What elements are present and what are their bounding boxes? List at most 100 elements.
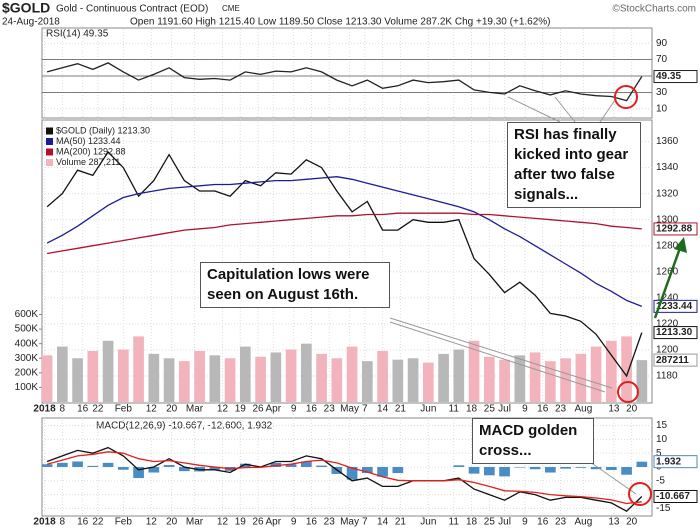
bar (102, 462, 114, 467)
bar (209, 355, 221, 402)
y-tick-label: 5 (656, 448, 662, 459)
bar (255, 356, 266, 402)
value-box (653, 455, 698, 469)
circle (628, 482, 652, 506)
callout-line (599, 99, 616, 123)
x-tick-label: 19 (235, 404, 247, 415)
x-tick-label: Aug (574, 404, 592, 415)
x-tick-label: 16 (306, 404, 318, 415)
bar (514, 355, 526, 402)
x-tick-label: 11 (449, 517, 460, 528)
value-box-label: 1.932 (656, 456, 681, 467)
bar (117, 467, 129, 470)
legend-label: MA(200) 1292.88 (56, 146, 126, 156)
bar (560, 358, 571, 402)
legend-swatch (46, 159, 53, 166)
x-tick-label: 20 (626, 404, 638, 415)
x-tick-label: May (340, 404, 359, 415)
series-line (46, 446, 643, 512)
bar (361, 467, 373, 474)
legend-label: Volume 287,211 (56, 157, 120, 167)
bar (87, 350, 99, 402)
credit: ©StockCharts.com (612, 4, 696, 15)
y-tick-label: 1280 (656, 240, 679, 251)
legend-swatch (46, 148, 53, 156)
bar (560, 467, 571, 469)
bar (133, 467, 144, 479)
bar (72, 461, 83, 467)
x-tick-label: 18 (466, 404, 478, 415)
callout-line (389, 321, 606, 393)
legend-swatch (46, 138, 53, 145)
bar (41, 464, 53, 467)
y-tick-label: 1260 (656, 266, 679, 277)
highlight-circles (614, 85, 652, 506)
y-tick-label: -15 (656, 503, 671, 514)
y-tick-label: 70 (656, 54, 668, 65)
callouts (389, 96, 637, 495)
bar (544, 467, 556, 473)
callout-line (554, 96, 576, 123)
x-tick-label: Jul (498, 517, 511, 528)
bar (133, 336, 144, 402)
x-tick-label: 9 (291, 404, 297, 415)
x-tick-label: 14 (377, 517, 389, 528)
series-line (46, 451, 642, 505)
bar (270, 352, 282, 402)
bar (438, 353, 449, 402)
bar (163, 358, 175, 402)
x-tick-label: 12 (217, 404, 229, 415)
x-tick-label: 25 (484, 517, 496, 528)
bar (194, 350, 205, 402)
bar (178, 361, 190, 402)
x-tick-label: Aug (574, 517, 592, 528)
x-tick-label: Jun (420, 404, 436, 415)
y-tick-label: 1180 (656, 371, 678, 382)
y2-tick-label: 300K (15, 353, 39, 364)
x-tick-label: Feb (115, 404, 133, 415)
bar (422, 362, 434, 402)
arrow-head (674, 237, 687, 253)
bar (87, 465, 99, 467)
bar (529, 467, 541, 470)
x-tick-label: 7 (362, 517, 368, 528)
rsi-frame (41, 27, 653, 119)
bar (224, 358, 236, 402)
value-box (653, 222, 698, 236)
x-tick-label: 18 (466, 517, 478, 528)
bar (514, 467, 526, 468)
y-tick-label: 1320 (656, 188, 679, 199)
callout-line (389, 317, 613, 389)
bar (453, 349, 465, 402)
bar (285, 349, 297, 402)
bar (285, 464, 297, 467)
x-tick-label: 11 (449, 404, 460, 415)
value-box-label: 1213.30 (656, 327, 693, 338)
bar (468, 340, 480, 402)
series-line (46, 150, 643, 378)
series-line (46, 176, 643, 308)
bar (392, 359, 404, 402)
rsi-title: RSI(14) 49.35 (46, 29, 109, 40)
bar (377, 467, 388, 477)
x-tick-label: Mar (186, 517, 204, 528)
x-tick-label: 21 (395, 517, 407, 528)
price-frame (41, 119, 653, 404)
x-tick-label: 12 (217, 517, 229, 528)
annotation: RSI has finally kicked into gear after t… (507, 122, 641, 208)
x-tick-label: 16 (537, 517, 549, 528)
value-box (653, 70, 698, 84)
x-tick-label: 13 (608, 404, 620, 415)
y-tick-label: 10 (656, 103, 668, 114)
x-tick-label: 16 (537, 404, 549, 415)
circle (614, 85, 638, 109)
y2-tick-label: 100K (15, 382, 39, 393)
x-tick-label: 26 (252, 404, 264, 415)
x-tick-label: 20 (166, 517, 178, 528)
bar (56, 462, 68, 467)
x-tick-label: Jul (498, 404, 511, 415)
x-tick-label: 19 (235, 517, 247, 528)
y-tick-label: 1220 (656, 319, 679, 330)
value-box-label: 1233.44 (656, 301, 693, 312)
